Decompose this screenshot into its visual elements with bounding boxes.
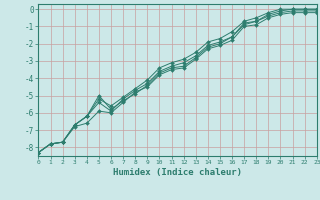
X-axis label: Humidex (Indice chaleur): Humidex (Indice chaleur) bbox=[113, 168, 242, 177]
